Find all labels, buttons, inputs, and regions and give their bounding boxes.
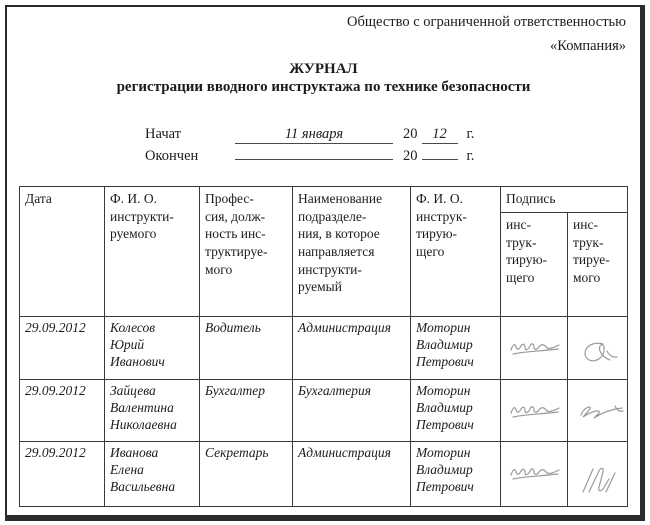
started-row: Начат 11 января 20 12 г.	[145, 126, 628, 148]
started-date-field: 11 января	[235, 127, 393, 144]
instructor-signature-icon	[510, 406, 560, 418]
finished-date-field	[235, 159, 393, 161]
started-year-suffix: г.	[466, 126, 475, 143]
registration-table: Дата Ф. И. О. инструкти- руемого Профес-…	[19, 186, 629, 508]
trainee-signature	[566, 379, 629, 443]
document-title: ЖУРНАЛ	[289, 60, 358, 77]
started-century: 20	[403, 126, 418, 143]
header-cell-signature-instructor: инс- трук- тирую- щего	[500, 212, 568, 318]
instructor-signature	[500, 379, 568, 443]
cell-department: Бухгалтерия	[292, 379, 411, 443]
header-cell-department: Наименование подразделе- ния, в которое …	[292, 186, 411, 318]
cell-date: 29.09.2012	[19, 316, 105, 381]
cell-profession: Водитель	[199, 316, 293, 381]
instructor-signature	[500, 441, 568, 508]
trainee-signature-icon	[584, 343, 618, 362]
cell-department: Администрация	[292, 441, 411, 508]
instructor-signature	[500, 316, 568, 381]
cell-instructor-name: Моторин Владимир Петрович	[410, 379, 501, 443]
instructor-signature-icon	[510, 343, 560, 355]
cell-instructor-name: Моторин Владимир Петрович	[410, 316, 501, 381]
trainee-signature	[566, 316, 629, 381]
document-subtitle: регистрации вводного инструктажа по техн…	[116, 79, 531, 96]
table-header-row-2: инс- трук- тирую- щего инс- трук- тируе-…	[20, 212, 629, 318]
cell-date: 29.09.2012	[19, 441, 105, 508]
cell-profession: Бухгалтер	[199, 379, 293, 443]
organization-name: Общество с ограниченной ответственностью	[347, 14, 626, 30]
finished-year-suffix: г.	[466, 148, 475, 165]
company-name: «Компания»	[550, 37, 626, 54]
table-row: 29.09.2012 Зайцева Валентина Николаевна …	[19, 379, 629, 443]
document-frame: Общество с ограниченной ответственностью…	[5, 5, 645, 521]
trainee-signature-icon	[582, 468, 616, 493]
started-year-field: 12	[421, 127, 458, 144]
organization-block: Общество с ограниченной ответственностью…	[19, 14, 628, 55]
cell-trainee-name: Зайцева Валентина Николаевна	[104, 379, 200, 443]
finished-label: Окончен	[145, 148, 199, 165]
header-cell-date: Дата	[19, 186, 105, 318]
table-row: 29.09.2012 Иванова Елена Васильевна Секр…	[19, 441, 629, 508]
table-row: 29.09.2012 Колесов Юрий Иванович Водител…	[19, 316, 629, 381]
header-cell-signature-group: Подпись	[499, 186, 629, 214]
cell-instructor-name: Моторин Владимир Петрович	[410, 441, 501, 508]
instructor-signature-icon	[510, 468, 560, 480]
cell-date: 29.09.2012	[19, 379, 105, 443]
journal-dates: Начат 11 января 20 12 г. Окончен 20 г.	[145, 126, 628, 170]
header-cell-instructor-name: Ф. И. О. инструк- тирую- щего	[410, 186, 501, 318]
table-header-row-1: Дата Ф. И. О. инструкти- руемого Профес-…	[19, 186, 629, 318]
cell-department: Администрация	[292, 316, 411, 381]
finished-century: 20	[403, 148, 418, 165]
finished-year-field	[421, 159, 458, 161]
started-label: Начат	[145, 126, 182, 143]
trainee-signature-icon	[580, 405, 624, 419]
title-block: ЖУРНАЛ регистрации вводного инструктажа …	[19, 61, 628, 97]
header-cell-signature-trainee: инс- трук- тируе- мого	[566, 212, 629, 318]
header-cell-profession: Профес- сия, долж- ность инс- труктируе-…	[199, 186, 293, 318]
cell-trainee-name: Иванова Елена Васильевна	[104, 441, 200, 508]
cell-trainee-name: Колесов Юрий Иванович	[104, 316, 200, 381]
header-cell-trainee-name: Ф. И. О. инструкти- руемого	[104, 186, 200, 318]
trainee-signature	[566, 441, 629, 508]
finished-row: Окончен 20 г.	[145, 148, 628, 170]
cell-profession: Секретарь	[199, 441, 293, 508]
